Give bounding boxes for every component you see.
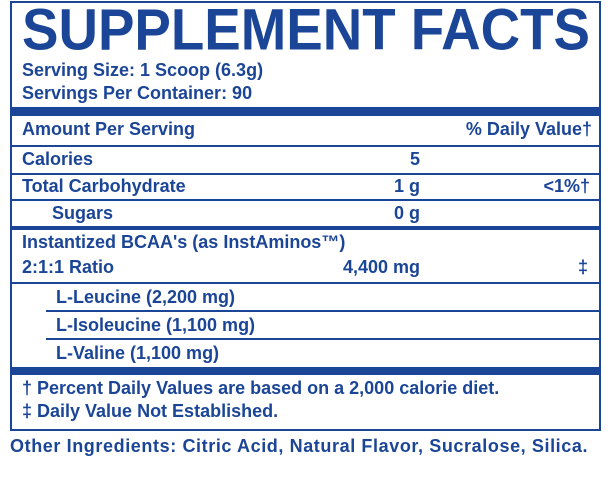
blend-name: Instantized BCAA's (as InstAminos™) [22,232,345,252]
other-ingredients: Other Ingredients: Citric Acid, Natural … [10,434,606,459]
row-label: Sugars [52,203,113,223]
column-header: % Daily Value† [466,119,592,139]
title: SUPPLEMENT FACTS [22,0,590,62]
row-dv: <1%† [543,176,590,196]
row-label: Total Carbohydrate [22,176,186,196]
other-ingredients-text: Citric Acid, Natural Flavor, Sucralose, … [182,436,589,456]
serving-size: Serving Size: 1 Scoop (6.3g) [22,60,263,80]
thick-rule [11,107,600,116]
label: SUPPLEMENT FACTS Serving Size: 1 Scoop (… [10,0,601,431]
thick-rule [11,367,600,375]
blend-amount: 4,400 mg [343,257,420,277]
servings-per-container: Servings Per Container: 90 [22,83,252,103]
label-border [10,1,601,431]
row-amount: 1 g [394,176,420,196]
column-header: Amount Per Serving [22,119,195,139]
blend-ratio: 2:1:1 Ratio [22,257,114,277]
blend-dv: ‡ [578,257,588,277]
blend-item: L-Leucine (2,200 mg) [56,287,235,307]
row-amount: 0 g [394,203,420,223]
footnote: ‡ Daily Value Not Established. [22,401,278,421]
footnote: † Percent Daily Values are based on a 2,… [22,378,499,398]
row-label: Calories [22,149,93,169]
blend-item: L-Valine (1,100 mg) [56,343,219,363]
other-ingredients-label: Other Ingredients: [10,436,177,456]
row-amount: 5 [410,149,420,169]
medium-rule [11,226,600,230]
blend-item: L-Isoleucine (1,100 mg) [56,315,255,335]
